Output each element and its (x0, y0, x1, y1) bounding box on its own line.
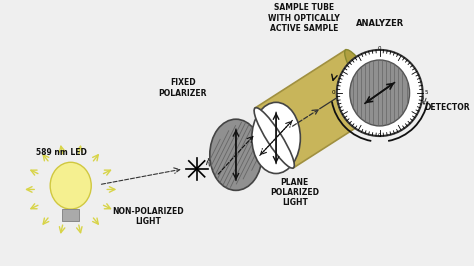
Text: DETECTOR: DETECTOR (425, 103, 470, 113)
Text: 0: 0 (378, 46, 382, 51)
Text: 589 nm LED: 589 nm LED (36, 148, 87, 157)
Ellipse shape (210, 119, 262, 190)
Polygon shape (255, 50, 384, 168)
Ellipse shape (350, 60, 410, 126)
Text: SAMPLE TUBE
WITH OPTICALLY
ACTIVE SAMPLE: SAMPLE TUBE WITH OPTICALLY ACTIVE SAMPLE (268, 3, 340, 33)
Ellipse shape (50, 162, 91, 209)
Text: PLANE
POLARIZED
LIGHT: PLANE POLARIZED LIGHT (270, 178, 319, 207)
Text: 5: 5 (425, 90, 428, 95)
Text: NON-POLARIZED
LIGHT: NON-POLARIZED LIGHT (112, 207, 184, 226)
Ellipse shape (252, 102, 301, 173)
Text: 0: 0 (378, 133, 382, 138)
FancyBboxPatch shape (62, 209, 79, 221)
Ellipse shape (345, 49, 385, 110)
Ellipse shape (254, 108, 294, 168)
Text: FIXED
POLARIZER: FIXED POLARIZER (158, 78, 207, 98)
Circle shape (337, 50, 423, 136)
Text: 0: 0 (331, 90, 335, 95)
Text: ANALYZER: ANALYZER (356, 19, 404, 28)
